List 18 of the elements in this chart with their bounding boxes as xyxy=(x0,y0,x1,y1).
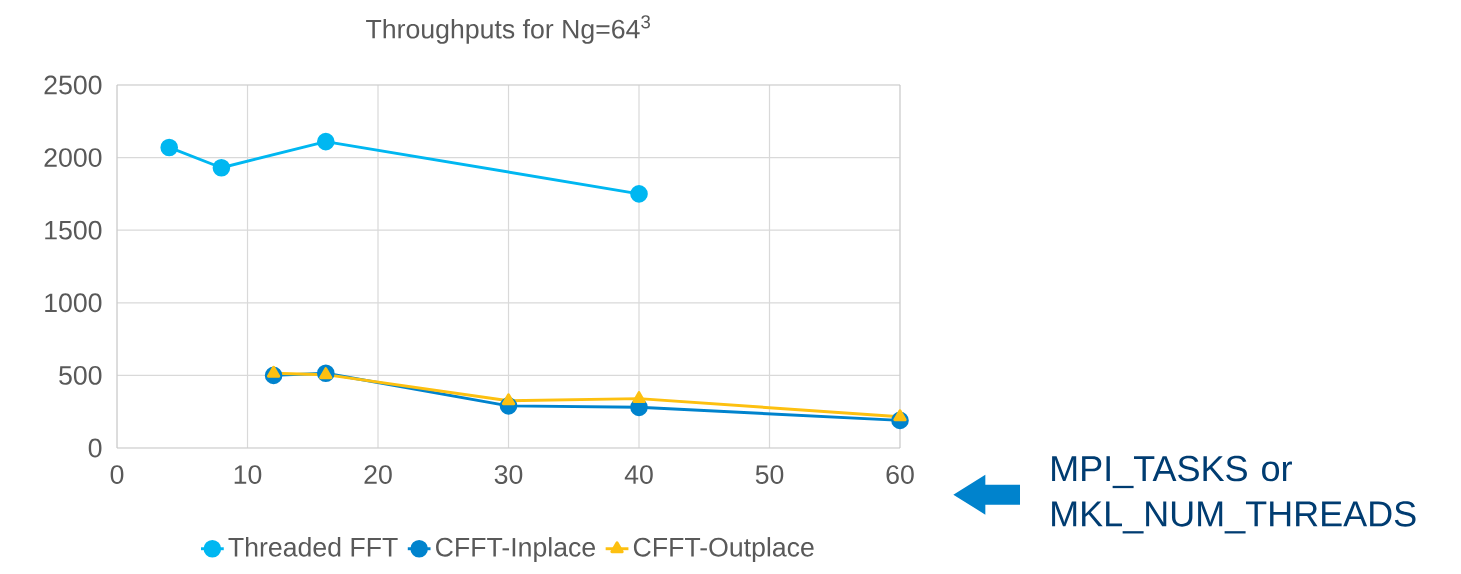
y-tick-label: 1000 xyxy=(45,293,102,313)
x-axis-title: MPI_TASKS or MKL_NUM_THREADS xyxy=(1052,455,1416,534)
legend-label: CFFT-Outplace xyxy=(633,537,814,562)
x-tick-label: 40 xyxy=(624,465,653,485)
legend-label: CFFT-Inplace xyxy=(436,537,595,562)
legend-label: Threaded FFT xyxy=(228,537,398,557)
x-tick-label: 10 xyxy=(234,465,262,485)
y-tick-label: 500 xyxy=(59,365,102,385)
y-tick-label: 0 xyxy=(88,438,102,458)
x-tick-label: 0 xyxy=(110,465,124,485)
chart-title: Throughputs for Ng=64$^{3}$ xyxy=(366,15,651,44)
x-tick-label: 20 xyxy=(364,465,392,485)
x-tick-label: 50 xyxy=(755,465,784,485)
x-tick-label: 30 xyxy=(494,465,523,485)
y-tick-label: 2000 xyxy=(44,148,102,168)
y-tick-label: 1500 xyxy=(45,220,102,240)
y-tick-label: 2500 xyxy=(44,75,102,95)
x-tick-label: 60 xyxy=(886,465,914,485)
